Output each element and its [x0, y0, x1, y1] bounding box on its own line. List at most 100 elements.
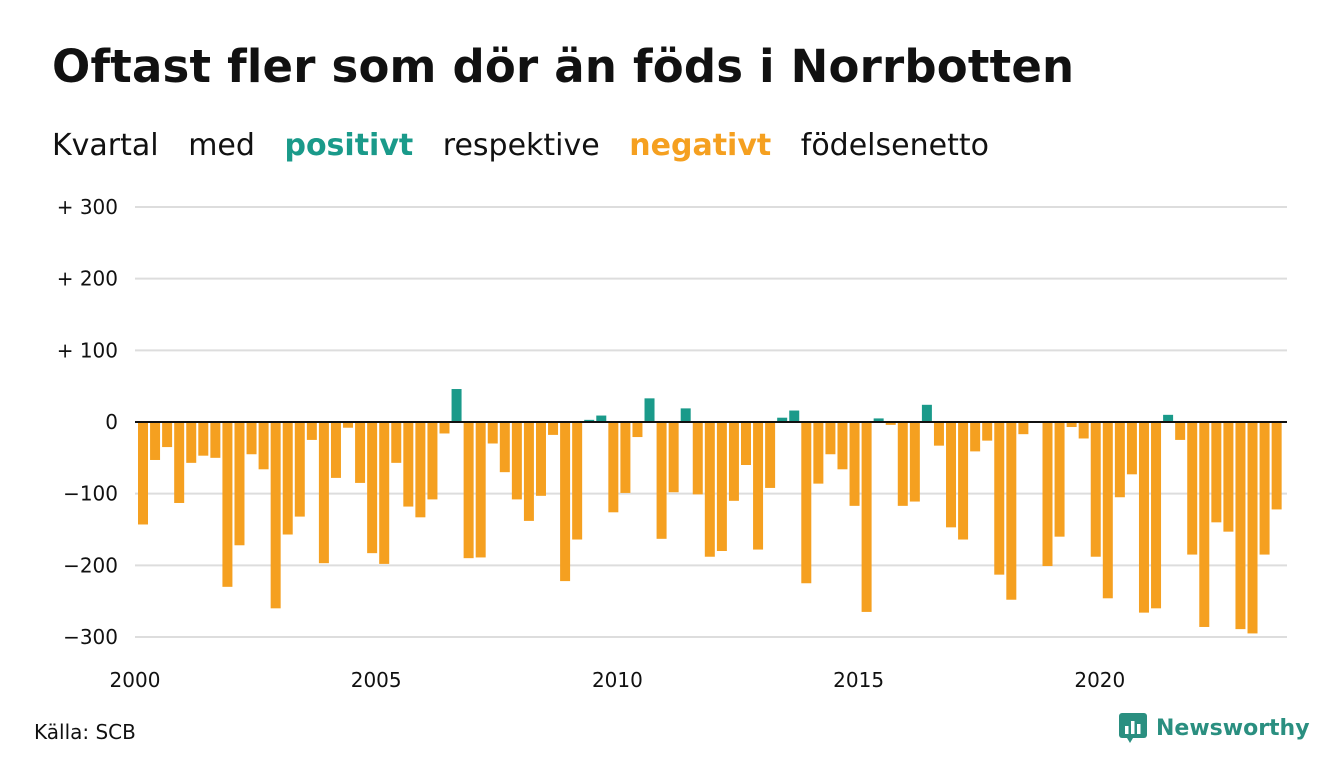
y-tick-label: 0 — [105, 410, 118, 434]
subtitle-kvartal: Kvartal — [52, 128, 159, 163]
bar — [1042, 422, 1053, 567]
bar — [692, 422, 703, 495]
bar — [958, 422, 969, 540]
y-tick-label: −200 — [63, 553, 118, 577]
bar — [897, 422, 908, 506]
bar — [475, 422, 486, 558]
x-tick-label: 2005 — [351, 668, 402, 692]
bar — [210, 422, 221, 458]
x-tick-label: 2000 — [110, 668, 161, 692]
bar — [921, 404, 932, 422]
bar — [728, 422, 739, 501]
bar — [306, 422, 317, 440]
bar — [801, 422, 812, 584]
bar — [1138, 422, 1149, 613]
chart-title: Oftast fler som dör än föds i Norrbotten — [52, 40, 1075, 93]
bar — [186, 422, 197, 463]
bar — [656, 422, 667, 539]
bar — [198, 422, 209, 456]
source-note: Källa: SCB — [34, 720, 136, 744]
bar — [620, 422, 631, 493]
bar — [704, 422, 715, 557]
bar — [330, 422, 341, 478]
bar — [933, 422, 944, 446]
bar — [162, 422, 173, 448]
bar — [1054, 422, 1065, 537]
bar — [1259, 422, 1270, 555]
bar — [367, 422, 378, 554]
bar — [1102, 422, 1113, 599]
bar — [1163, 414, 1174, 422]
subtitle-med: med — [188, 128, 255, 163]
bar — [753, 422, 764, 550]
bar — [294, 422, 305, 517]
bar — [1006, 422, 1017, 600]
subtitle-fodelsenetto: födelsenetto — [800, 128, 989, 163]
bar — [1211, 422, 1222, 523]
newsworthy-logo-text: Newsworthy — [1156, 715, 1310, 741]
bar — [994, 422, 1005, 575]
bar — [837, 422, 848, 470]
bar — [1223, 422, 1234, 532]
subtitle-positive: positivt — [284, 128, 414, 163]
bar — [982, 422, 993, 441]
y-tick-label: + 300 — [57, 195, 118, 219]
bar — [861, 422, 872, 612]
bar — [596, 415, 607, 422]
bar — [1090, 422, 1101, 557]
bar — [222, 422, 233, 587]
bar — [873, 418, 884, 422]
bar — [909, 422, 920, 502]
bar — [668, 422, 679, 493]
bar — [548, 422, 559, 435]
x-tick-label: 2020 — [1074, 668, 1125, 692]
bar — [608, 422, 619, 513]
bar — [777, 417, 788, 422]
subtitle-respektive: respektive — [442, 128, 600, 163]
bar — [343, 422, 354, 428]
bar — [499, 422, 510, 473]
bar — [885, 422, 896, 425]
bar — [150, 422, 161, 460]
y-tick-label: + 200 — [57, 267, 118, 291]
bar — [355, 422, 366, 483]
bar — [270, 422, 281, 609]
bar — [535, 422, 546, 496]
bar — [970, 422, 981, 452]
bar — [1151, 422, 1162, 609]
bar — [1018, 422, 1029, 435]
bar — [1126, 422, 1137, 475]
bar — [415, 422, 426, 518]
bar — [487, 422, 498, 444]
y-tick-label: + 100 — [57, 338, 118, 362]
newsworthy-logo: Newsworthy — [1118, 712, 1310, 744]
bar — [403, 422, 414, 507]
bar — [741, 422, 751, 465]
bar — [427, 422, 438, 500]
bar — [1078, 422, 1089, 439]
bar — [1235, 422, 1246, 630]
subtitle-negative: negativt — [629, 128, 772, 163]
bar — [391, 422, 402, 463]
bar — [1187, 422, 1198, 555]
bar — [511, 422, 522, 500]
bar — [716, 422, 727, 551]
bar — [463, 422, 474, 559]
bar — [1066, 422, 1077, 428]
bar — [825, 422, 836, 455]
bar — [174, 422, 185, 503]
bar — [138, 422, 148, 525]
bar — [1199, 422, 1210, 627]
bar — [523, 422, 534, 521]
x-tick-label: 2010 — [592, 668, 643, 692]
bar — [632, 422, 643, 438]
bar — [849, 422, 860, 506]
bar — [1175, 422, 1186, 440]
bar — [246, 422, 257, 455]
bar — [789, 410, 800, 422]
bar — [680, 408, 691, 422]
bar — [1114, 422, 1125, 498]
x-tick-label: 2015 — [833, 668, 884, 692]
bar — [813, 422, 824, 484]
bar — [765, 422, 776, 488]
